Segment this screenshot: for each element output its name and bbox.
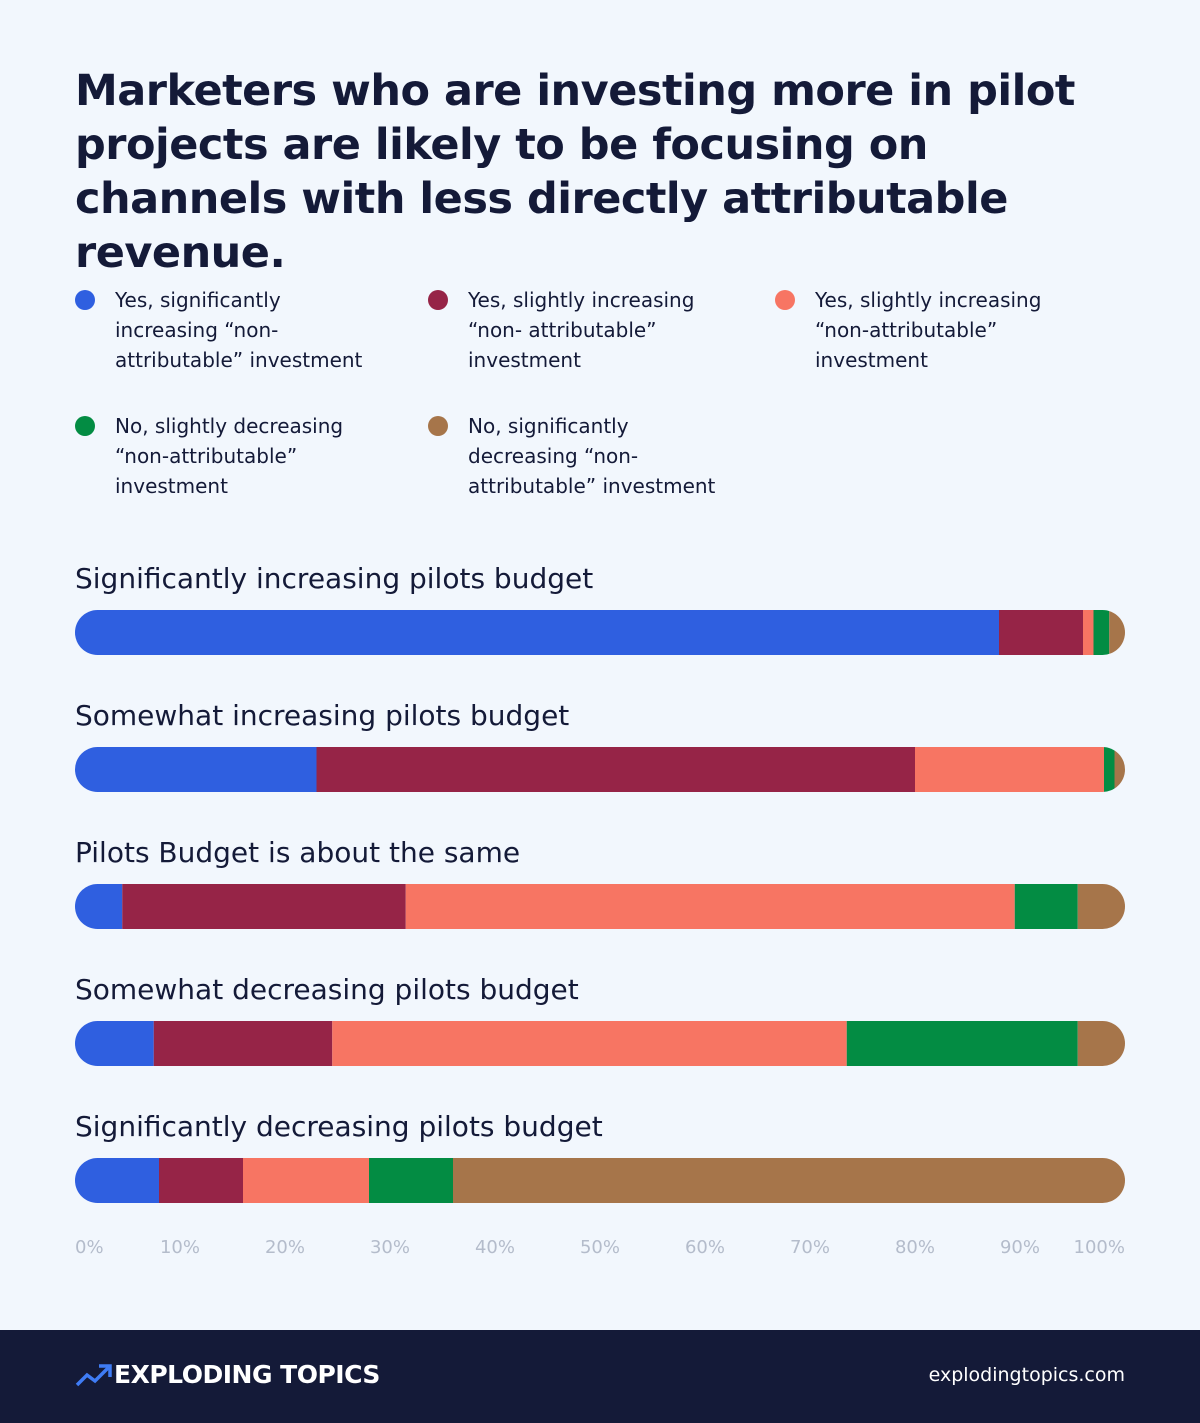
category-label: Pilots Budget is about the same	[75, 836, 520, 869]
x-tick-label: 40%	[475, 1237, 515, 1258]
legend-label: No, significantly decreasing “non-attrib…	[468, 414, 716, 498]
bar-segment	[1083, 610, 1094, 655]
bar-row	[75, 610, 1125, 655]
category-label: Significantly increasing pilots budget	[75, 562, 593, 595]
bar-segment	[1093, 610, 1110, 655]
legend-label: No, slightly decreasing “non-attributabl…	[115, 414, 344, 498]
bar-segment	[453, 1158, 1125, 1203]
legend-swatch	[775, 290, 795, 310]
x-tick-label: 70%	[790, 1237, 830, 1258]
bar-segment	[405, 884, 1015, 929]
bar-segment	[153, 1021, 333, 1066]
legend-swatch	[75, 290, 95, 310]
bar-segment	[75, 1158, 159, 1203]
legend-label: Yes, slightly increasing “non-attributab…	[815, 288, 1042, 372]
logo-icon	[75, 1364, 112, 1387]
footer-url: explodingtopics.com	[928, 1364, 1125, 1386]
bar-segment	[846, 1021, 1078, 1066]
category-label: Somewhat decreasing pilots budget	[75, 973, 579, 1006]
bar-segment	[243, 1158, 369, 1203]
x-tick-label: 30%	[370, 1237, 410, 1258]
x-tick-label: 10%	[160, 1237, 200, 1258]
legend-swatch	[428, 290, 448, 310]
category-label: Somewhat increasing pilots budget	[75, 699, 569, 732]
bar-segment	[122, 884, 406, 929]
bar-segment	[1109, 610, 1125, 655]
legend-label: Yes, slightly increasing “non- attributa…	[468, 288, 695, 372]
chart: Significantly increasing pilots budget So…	[75, 562, 1125, 1258]
bar-segment	[1014, 884, 1078, 929]
bar-segment	[316, 747, 915, 792]
bar-row	[75, 1021, 1125, 1066]
bar-row	[75, 1158, 1125, 1203]
bar-segment	[159, 1158, 243, 1203]
legend-label: Yes, significantly increasing “non-attri…	[115, 288, 363, 372]
bar-segment	[1077, 1021, 1125, 1066]
x-tick-label: 0%	[75, 1237, 104, 1258]
x-tick-label: 80%	[895, 1237, 935, 1258]
footer: EXPLODING TOPICS explodingtopics.com	[0, 1330, 1200, 1423]
legend-swatch	[75, 416, 95, 436]
x-tick-label: 60%	[685, 1237, 725, 1258]
x-tick-label: 20%	[265, 1237, 305, 1258]
bar-row	[75, 884, 1125, 929]
x-tick-label: 50%	[580, 1237, 620, 1258]
bar-segment	[999, 610, 1083, 655]
bar-segment	[75, 747, 317, 792]
x-tick-label: 100%	[1074, 1237, 1125, 1258]
bar-segment	[75, 884, 123, 929]
bar-segment	[332, 1021, 847, 1066]
bar-segment	[1104, 747, 1115, 792]
bar-segment	[1114, 747, 1125, 792]
legend-swatch	[428, 416, 448, 436]
bar-segment	[1077, 884, 1125, 929]
brand: EXPLODING TOPICS	[114, 1360, 380, 1389]
x-tick-label: 90%	[1000, 1237, 1040, 1258]
bar-segment	[75, 610, 999, 655]
bar-segment	[369, 1158, 453, 1203]
category-label: Significantly decreasing pilots budget	[75, 1110, 603, 1143]
bar-segment	[915, 747, 1104, 792]
chart-title: Marketers who are investing more in pilo…	[75, 66, 1075, 278]
bar-segment	[75, 1021, 154, 1066]
bar-row	[75, 747, 1125, 792]
